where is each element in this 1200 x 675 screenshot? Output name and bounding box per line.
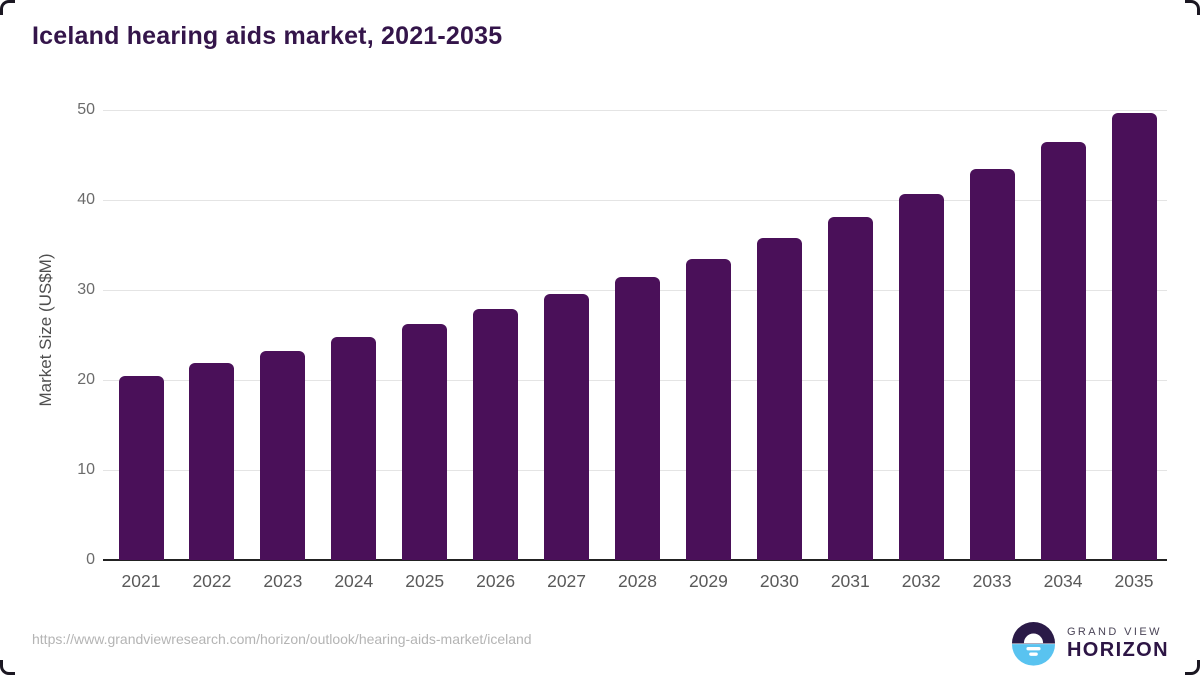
x-tick-label-2031: 2031 [830,571,870,591]
x-tick-label-2028: 2028 [618,571,657,591]
gridline-40 [103,200,1167,201]
logo-wordmark: GRAND VIEW HORIZON [1067,626,1169,661]
bar-2034 [1040,141,1086,560]
y-tick-label-20: 20 [77,371,95,388]
bar-2027 [544,293,590,560]
bar-2028 [615,276,660,560]
bar-2022 [189,362,235,560]
x-tick-label-2024: 2024 [334,571,374,591]
horizon-sunrise-icon [1011,621,1056,666]
x-tick-label-2021: 2021 [121,571,161,591]
bar-2021 [118,376,164,560]
x-tick-label-2026: 2026 [476,571,516,591]
x-tick-label-2029: 2029 [688,571,728,591]
bar-2029 [685,258,731,560]
bar-2030 [756,237,802,560]
logo-grand-view-label: GRAND VIEW [1066,626,1162,638]
bar-2026 [473,308,519,560]
x-tick-label-2030: 2030 [759,571,799,591]
x-tick-label-2027: 2027 [547,571,587,591]
x-tick-label-2035: 2035 [1114,571,1154,591]
x-tick-label-2023: 2023 [263,571,303,591]
bar-2031 [827,217,873,560]
source-url: https://www.grandviewresearch.com/horizo… [32,631,532,647]
bar-2033 [969,168,1015,560]
y-tick-label-40: 40 [77,191,95,208]
plot-area [103,110,1167,561]
chart-title: Iceland hearing aids market, 2021-2035 [32,22,503,50]
logo-horizon-label: HORIZON [1066,639,1169,661]
bar-2032 [898,193,944,560]
x-tick-label-2032: 2032 [901,571,941,591]
gridline-50 [103,110,1167,111]
bar-2025 [402,324,448,560]
corner-border-mark [1185,660,1200,675]
grand-view-horizon-logo: GRAND VIEW HORIZON [1010,620,1169,667]
bar-2024 [331,336,377,560]
corner-border-mark [1185,0,1200,15]
x-axis-line [103,559,1167,561]
corner-border-mark [0,0,15,15]
y-tick-label-30: 30 [77,281,95,298]
x-tick-label-2034: 2034 [1043,571,1083,591]
x-tick-label-2025: 2025 [405,571,445,591]
x-tick-label-2033: 2033 [972,571,1012,591]
bar-2023 [260,351,306,560]
y-tick-label-0: 0 [86,551,95,568]
corner-border-mark [0,660,15,675]
y-tick-label-10: 10 [77,461,95,478]
bar-2035 [1111,112,1157,560]
x-tick-label-2022: 2022 [192,571,232,591]
y-tick-label-50: 50 [77,101,95,118]
